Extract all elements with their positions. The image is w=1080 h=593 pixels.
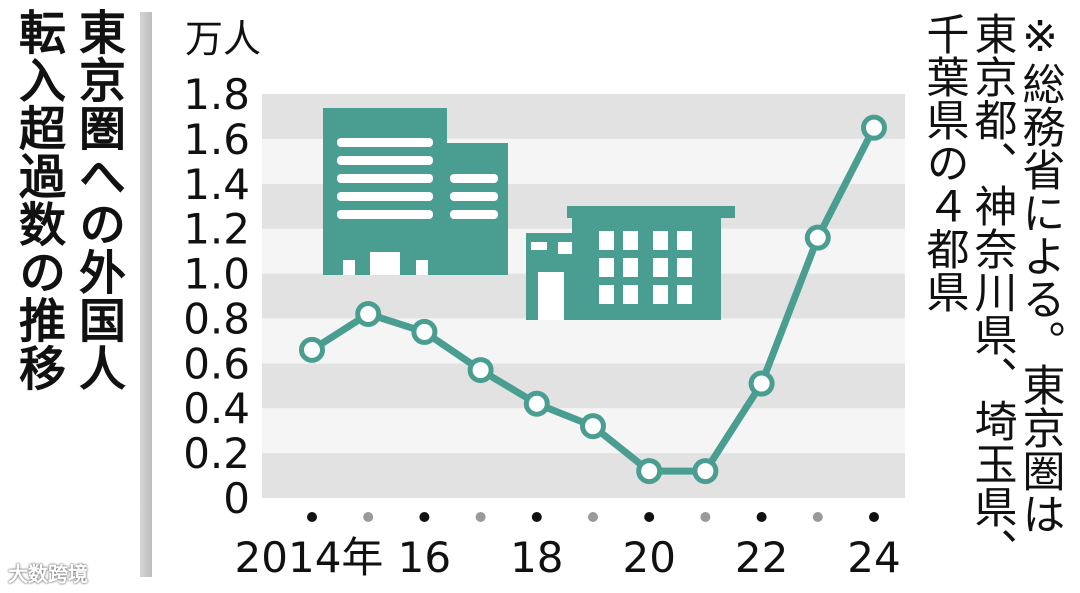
x-tick-label: 22 <box>735 533 788 582</box>
note-line-3: 千葉県の４都県 <box>919 12 969 313</box>
chart-title-line-2: 転入超過数の推移 <box>10 8 65 392</box>
y-tick-label: 1.0 <box>183 250 250 299</box>
y-tick-label: 1.4 <box>183 160 250 209</box>
data-point <box>636 458 663 485</box>
x-axis: 2014年 16 18 20 22 24 <box>235 512 901 582</box>
x-tick-dot <box>588 512 598 522</box>
data-point <box>748 370 775 397</box>
y-tick-label: 0.4 <box>183 384 250 433</box>
data-point <box>411 318 438 345</box>
y-tick-label: 1.8 <box>183 70 250 119</box>
y-tick-label: 0 <box>223 474 250 523</box>
watermark: 大数跨境 <box>8 562 88 586</box>
note-line-1: ※総務省による。東京圏は <box>1015 12 1065 535</box>
x-tick-label: 20 <box>622 533 675 582</box>
note-line-2: 東京都、神奈川県、埼玉県、 <box>967 12 1017 571</box>
data-point <box>861 114 887 141</box>
x-tick-dot <box>700 512 711 522</box>
x-tick-label: 16 <box>398 533 451 582</box>
x-tick-label: 2014年 <box>235 533 384 582</box>
grid-band <box>262 318 905 364</box>
data-point <box>804 224 831 251</box>
data-point <box>692 458 719 485</box>
x-tick-dot <box>812 512 823 522</box>
y-axis-label: 万人 <box>185 17 261 61</box>
y-tick-label: 1.6 <box>183 115 250 164</box>
y-tick-label: 1.2 <box>183 205 250 254</box>
data-point <box>467 357 494 384</box>
x-tick-dot <box>307 512 317 522</box>
grid-band <box>262 453 905 498</box>
x-tick-dot <box>363 512 374 522</box>
buildings-illustration <box>323 108 735 320</box>
y-tick-label: 0.8 <box>183 294 250 343</box>
x-tick-dot <box>756 512 767 522</box>
data-point <box>580 413 606 440</box>
data-point <box>523 390 550 417</box>
data-point <box>355 300 382 327</box>
data-point <box>299 336 325 363</box>
office-building-icon <box>323 108 508 275</box>
x-tick-label: 18 <box>510 533 563 582</box>
title-divider <box>140 12 152 577</box>
grid-band <box>262 363 905 409</box>
x-tick-dot <box>869 512 879 522</box>
chart-title-line-1: 東京圏への外国人 <box>70 8 125 392</box>
x-tick-dot <box>531 512 542 522</box>
x-tick-dot <box>644 512 655 522</box>
x-tick-dot <box>419 512 430 522</box>
x-tick-label: 24 <box>847 533 900 582</box>
y-axis-ticks: 00.20.40.60.81.01.21.41.61.8 <box>183 70 250 523</box>
y-tick-label: 0.2 <box>183 429 250 478</box>
y-tick-label: 0.6 <box>183 339 250 388</box>
x-tick-dot <box>475 512 486 522</box>
small-building-icon <box>526 206 735 320</box>
data-series <box>299 114 887 485</box>
